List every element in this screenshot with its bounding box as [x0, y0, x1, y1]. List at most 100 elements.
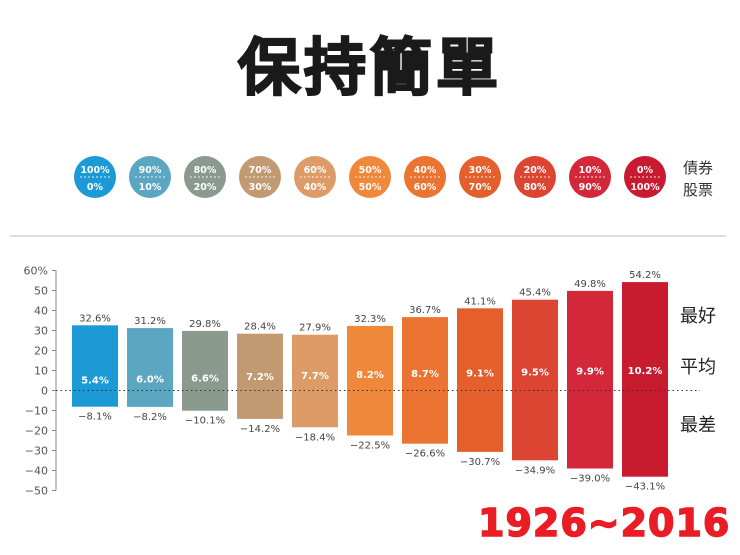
allocation-circle: [239, 156, 281, 198]
data-labels: 32.6% 5.4% −8.1% 31.2% 6.0% −8.2% 29.8% 6.6% −10…: [78, 270, 665, 493]
range-bar: [182, 330, 228, 411]
chart-title: 保持簡單: [237, 30, 502, 105]
allocation-circle: [349, 156, 391, 198]
bond-percent-label: 0%: [637, 165, 654, 176]
y-axis: 60% 50 40 30 20 10 0 −10 −20 −30 −40 −50: [24, 265, 57, 498]
worst-value-label: −34.9%: [515, 465, 555, 476]
best-value-label: 54.2%: [629, 270, 661, 281]
average-value-label: 9.5%: [521, 368, 549, 379]
stock-percent-label: 60%: [414, 182, 437, 193]
worst-value-label: −18.4%: [295, 432, 335, 443]
average-value-label: 6.0%: [136, 375, 164, 386]
bond-percent-label: 80%: [194, 165, 217, 176]
bond-legend-label: 債券: [683, 159, 713, 177]
stock-percent-label: 50%: [359, 182, 382, 193]
allocation-circle: [569, 156, 611, 198]
worst-value-label: −39.0%: [570, 474, 610, 485]
best-value-label: 45.4%: [519, 288, 551, 299]
stock-percent-label: 20%: [194, 182, 217, 193]
range-bar: [292, 334, 338, 428]
bond-percent-label: 40%: [414, 165, 437, 176]
allocation-circle: [74, 156, 116, 198]
y-tick-label: −40: [25, 465, 48, 478]
allocation-circle: [184, 156, 226, 198]
allocation-circle: [624, 156, 666, 198]
y-tick-label: 0: [41, 385, 48, 398]
worst-value-label: −26.6%: [405, 449, 445, 460]
worst-value-label: −10.1%: [185, 416, 225, 427]
range-bar: [127, 328, 173, 407]
worst-row-label: 最差: [680, 415, 716, 436]
average-value-label: 8.7%: [411, 369, 439, 380]
worst-value-label: −8.1%: [78, 412, 112, 423]
stock-percent-label: 70%: [469, 182, 492, 193]
y-tick-label: 20: [34, 345, 48, 358]
y-tick-label: 10: [34, 365, 48, 378]
worst-value-label: −8.2%: [133, 412, 167, 423]
stock-legend-label: 股票: [683, 181, 713, 199]
y-tick-label: −20: [25, 425, 48, 438]
worst-value-label: −30.7%: [460, 457, 500, 468]
average-value-label: 7.2%: [246, 372, 274, 383]
range-bar: [402, 317, 448, 444]
average-value-label: 5.4%: [81, 376, 109, 387]
bond-percent-label: 50%: [359, 165, 382, 176]
stock-percent-label: 0%: [87, 182, 104, 193]
y-tick-label: −30: [25, 445, 48, 458]
average-value-label: 10.2%: [628, 366, 663, 377]
stock-percent-label: 40%: [304, 182, 327, 193]
range-bar: [457, 308, 503, 452]
y-tick-label: 50: [34, 285, 48, 298]
bond-percent-label: 20%: [524, 165, 547, 176]
range-bar: [72, 325, 118, 407]
worst-value-label: −14.2%: [240, 424, 280, 435]
average-value-label: 7.7%: [301, 371, 329, 382]
best-value-label: 41.1%: [464, 296, 496, 307]
best-value-label: 49.8%: [574, 279, 606, 290]
average-row-label: 平均: [680, 357, 716, 378]
stock-percent-label: 100%: [630, 182, 660, 193]
period-label: 1926~2016: [477, 500, 731, 546]
best-value-label: 27.9%: [299, 323, 331, 334]
range-bar: [622, 282, 668, 477]
bond-percent-label: 70%: [249, 165, 272, 176]
stock-percent-label: 10%: [139, 182, 162, 193]
average-value-label: 6.6%: [191, 373, 219, 384]
y-tick-label: 60%: [24, 265, 48, 278]
range-bar: [237, 333, 283, 419]
y-tick-label: 40: [34, 305, 48, 318]
average-value-label: 9.9%: [576, 367, 604, 378]
stock-percent-label: 80%: [524, 182, 547, 193]
range-bar: [567, 290, 613, 469]
bond-percent-label: 10%: [579, 165, 602, 176]
worst-value-label: −22.5%: [350, 441, 390, 452]
allocation-circle: [129, 156, 171, 198]
average-value-label: 9.1%: [466, 368, 494, 379]
stock-percent-label: 90%: [579, 182, 602, 193]
y-tick-label: −10: [25, 405, 48, 418]
y-tick-label: 30: [34, 325, 48, 338]
bond-percent-label: 90%: [139, 165, 162, 176]
average-value-label: 8.2%: [356, 370, 384, 381]
allocation-legend: 100% 0% 90% 10% 80% 20% 70% 30% 60% 40% 50% 50% 40% 6…: [74, 156, 713, 199]
best-value-label: 32.6%: [79, 313, 111, 324]
stock-percent-label: 30%: [249, 182, 272, 193]
best-value-label: 32.3%: [354, 314, 386, 325]
bond-percent-label: 30%: [469, 165, 492, 176]
best-value-label: 31.2%: [134, 316, 166, 327]
bond-percent-label: 100%: [80, 165, 110, 176]
range-bar: [512, 299, 558, 461]
range-bar: [347, 325, 393, 436]
allocation-circle: [459, 156, 501, 198]
worst-value-label: −43.1%: [625, 482, 665, 493]
allocation-circle: [514, 156, 556, 198]
bond-percent-label: 60%: [304, 165, 327, 176]
allocation-circle: [404, 156, 446, 198]
best-value-label: 28.4%: [244, 322, 276, 333]
bars: [72, 282, 668, 477]
best-value-label: 29.8%: [189, 319, 221, 330]
allocation-circle: [294, 156, 336, 198]
y-tick-label: −50: [25, 485, 48, 498]
